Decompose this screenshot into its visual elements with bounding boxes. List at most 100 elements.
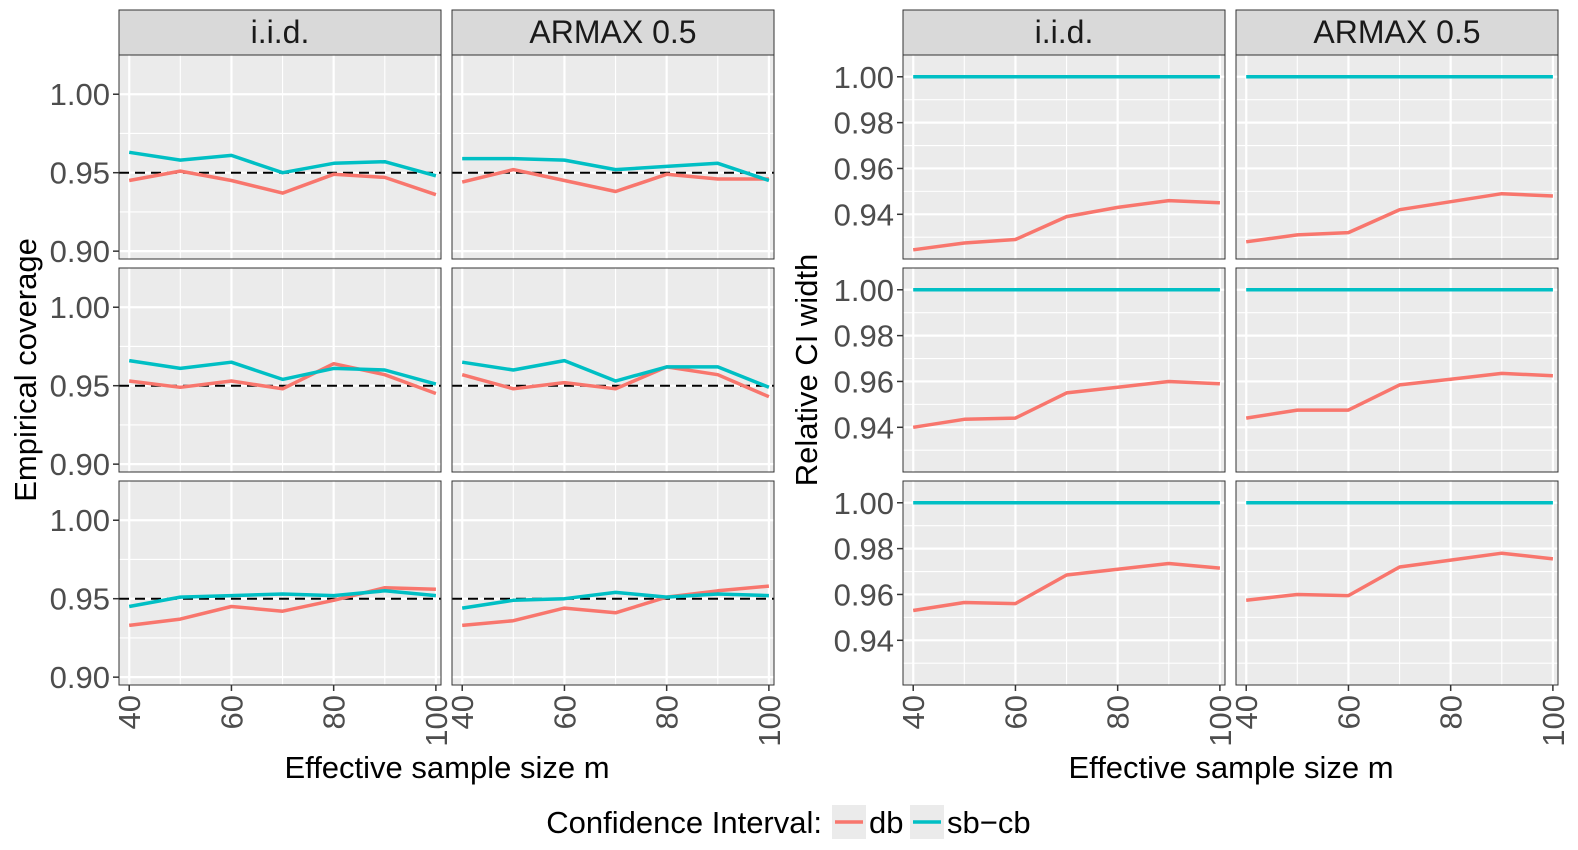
panel	[118, 480, 442, 686]
panel-border	[118, 54, 442, 260]
legend-label-sb_cb: sb−cb	[947, 805, 1031, 840]
panel-background	[903, 268, 1225, 472]
x-tick-label: 60	[1331, 695, 1366, 729]
panel-background	[119, 481, 441, 685]
y-tick-label: 0.94	[834, 197, 894, 232]
x-tick-label: 100	[752, 695, 787, 747]
panel	[1235, 267, 1559, 473]
y-tick-label: 1.00	[50, 290, 110, 325]
series-line-db	[461, 167, 769, 194]
legend-label-db: db	[869, 805, 903, 840]
series-line-db	[128, 169, 437, 197]
x-tick-label: 80	[650, 695, 685, 729]
y-tick-label: 0.98	[834, 319, 894, 354]
x-tick-label: 40	[896, 695, 931, 729]
panel-background	[903, 55, 1225, 259]
panel-border	[902, 267, 1226, 473]
panel-border	[1235, 54, 1559, 260]
y-tick-label: 1.00	[834, 273, 894, 308]
panel-background	[119, 55, 441, 259]
facet-strip	[118, 9, 442, 56]
facet-strip-label: ARMAX 0.5	[1313, 14, 1480, 50]
x-tick-label: 60	[214, 695, 249, 729]
panel	[1235, 54, 1559, 260]
y-tick-label: 0.98	[834, 532, 894, 567]
series-line-db	[462, 584, 770, 628]
series-line-db	[128, 585, 436, 628]
y-tick-label: 0.96	[834, 364, 894, 399]
facet-strip	[451, 9, 775, 56]
facet-strip-label: i.i.d.	[251, 14, 310, 50]
panel	[902, 54, 1226, 260]
series-line-db	[912, 198, 1220, 252]
x-tick-label: 60	[547, 695, 582, 729]
series-line-db	[1246, 551, 1554, 602]
panel	[451, 267, 775, 473]
panel-border	[451, 267, 775, 473]
x-tick-label: 80	[1434, 695, 1469, 729]
series-line-sb-cb	[128, 150, 437, 178]
series-line-db	[128, 361, 437, 396]
panel-border	[118, 267, 442, 473]
y-tick-label: 0.90	[50, 660, 110, 695]
panel	[1235, 480, 1559, 686]
panel-border	[118, 480, 442, 686]
facet-strip-label: ARMAX 0.5	[529, 14, 696, 50]
panel	[118, 54, 442, 260]
x-tick-label: 40	[445, 695, 480, 729]
panel-background	[119, 268, 441, 472]
panel-border	[451, 54, 775, 260]
y-tick-label: 1.00	[834, 486, 894, 521]
y-tick-label: 0.90	[50, 234, 110, 269]
x-tick-label: 80	[317, 695, 352, 729]
series-line-sb-cb	[128, 589, 437, 609]
x-tick-label: 40	[112, 695, 147, 729]
y-tick-label: 0.96	[834, 577, 894, 612]
y-tick-label: 1.00	[50, 77, 110, 112]
y-tick-label: 1.00	[834, 60, 894, 95]
panel	[451, 54, 775, 260]
panel-background	[1236, 55, 1558, 259]
panel	[118, 267, 442, 473]
y-tick-label: 0.95	[50, 369, 110, 404]
panel-border	[451, 480, 775, 686]
series-line-db	[912, 379, 1220, 430]
y-tick-label: 0.94	[834, 410, 894, 445]
panel-border	[902, 480, 1226, 686]
x-axis-title: Effective sample size m	[284, 750, 609, 785]
series-line-sb-cb	[128, 358, 437, 386]
chart-right: i.i.d. ARMAX 0.5 0.94 0.96 0.98 1.00 0.94 0.96 0…	[789, 9, 1571, 785]
y-tick-label: 0.95	[50, 582, 110, 617]
series-line-sb-cb	[461, 590, 769, 610]
y-tick-label: 0.90	[50, 447, 110, 482]
panel-background	[1236, 268, 1558, 472]
series-line-db	[461, 365, 770, 399]
series-line-sb-cb	[461, 358, 770, 389]
panel	[902, 480, 1226, 686]
y-tick-label: 0.95	[50, 156, 110, 191]
series-line-sb-cb	[462, 156, 770, 183]
y-axis-title: Relative CI width	[789, 254, 824, 487]
x-tick-label: 40	[1229, 695, 1264, 729]
series-line-db	[1245, 191, 1553, 244]
panel	[902, 267, 1226, 473]
series-line-db	[1245, 371, 1553, 420]
legend: Confidence Interval: db sb−cb	[546, 805, 1031, 840]
facet-strip-label: i.i.d.	[1035, 14, 1094, 50]
legend-title: Confidence Interval:	[546, 805, 822, 840]
panel	[451, 480, 775, 686]
x-tick-label: 80	[1101, 695, 1136, 729]
chart-left: i.i.d. ARMAX 0.5 0.90 0.95 1.00 0.90 0.95 1.00 0…	[8, 9, 787, 785]
panel-border	[1235, 267, 1559, 473]
x-tick-label: 100	[1203, 695, 1238, 747]
panel-border	[902, 54, 1226, 260]
y-tick-label: 1.00	[50, 503, 110, 538]
y-tick-label: 0.98	[834, 106, 894, 141]
panel-background	[452, 481, 774, 685]
x-axis-title: Effective sample size m	[1068, 750, 1393, 785]
x-tick-label: 60	[998, 695, 1033, 729]
y-tick-label: 0.94	[834, 623, 894, 658]
panel-background	[903, 481, 1225, 685]
panel-border	[1235, 480, 1559, 686]
